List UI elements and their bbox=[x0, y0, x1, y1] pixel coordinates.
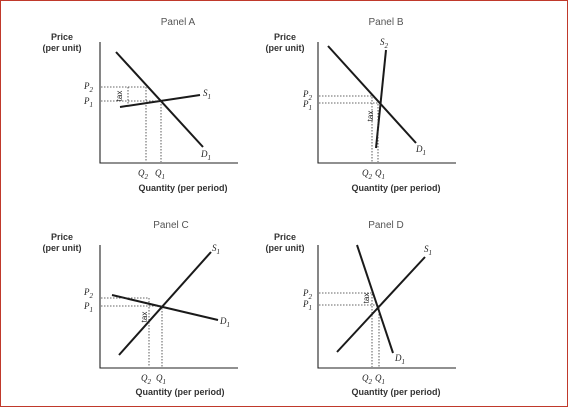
panel-c-per-unit-label: (per unit) bbox=[43, 243, 82, 253]
panel-a-demand-label: D1 bbox=[200, 149, 211, 162]
panel-d-q2-label: Q2 bbox=[362, 373, 373, 386]
panel-b-demand-curve bbox=[327, 45, 417, 144]
panel-a-quantity-label: Quantity (per period) bbox=[138, 183, 227, 193]
panel-a-p1-guide bbox=[101, 100, 162, 162]
panel-c-demand-label: D1 bbox=[219, 316, 230, 329]
panel-a-supply-label: S1 bbox=[203, 88, 211, 101]
panel-b-q2-label: Q2 bbox=[362, 168, 373, 181]
panel-a-per-unit-label: (per unit) bbox=[43, 43, 82, 53]
panel-d-per-unit-label: (per unit) bbox=[266, 243, 305, 253]
panel-b-supply-label: S2 bbox=[380, 37, 389, 50]
panel-b-p2-guide bbox=[319, 95, 373, 162]
panel-d-p1-guide bbox=[319, 304, 380, 367]
panel-c-p1-guide bbox=[101, 305, 163, 367]
panel-b-p1-label: P1 bbox=[302, 99, 312, 112]
panel-c-demand-curve bbox=[111, 294, 219, 321]
panel-c-p1-label: P1 bbox=[83, 301, 93, 314]
panel-c-q1-label: Q1 bbox=[156, 373, 166, 386]
panel-c-p2-guide bbox=[101, 297, 150, 367]
panel-c-supply-label: S1 bbox=[212, 243, 220, 256]
panel-b-price-label: Price bbox=[274, 32, 296, 42]
panel-b-quantity-label: Quantity (per period) bbox=[351, 183, 440, 193]
panel-a-q1-label: Q1 bbox=[155, 168, 165, 181]
panel-b-demand-label: D1 bbox=[415, 144, 426, 157]
panel-d-tax-label: tax bbox=[362, 293, 371, 304]
panel-c-title: Panel C bbox=[153, 220, 189, 231]
panel-d-demand-label: D1 bbox=[394, 353, 405, 366]
panel-a-title: Panel A bbox=[161, 17, 196, 28]
panel-d-price-label: Price bbox=[274, 232, 296, 242]
panel-b-per-unit-label: (per unit) bbox=[266, 43, 305, 53]
panel-b-axes bbox=[317, 42, 456, 164]
panel-d: Panel D Price (per unit) tax P2 P1 S1 D1… bbox=[266, 220, 456, 397]
panel-b-q1-label: Q1 bbox=[375, 168, 385, 181]
panel-a-q2-label: Q2 bbox=[138, 168, 149, 181]
panel-d-q1-label: Q1 bbox=[375, 373, 385, 386]
panel-a: Panel A Price (per unit) tax P2 P1 S1 D1… bbox=[43, 17, 238, 193]
panel-c-price-label: Price bbox=[51, 232, 73, 242]
panel-d-supply-label: S1 bbox=[424, 244, 432, 257]
panel-d-supply-curve bbox=[336, 256, 426, 353]
panel-a-p2-guide bbox=[101, 86, 147, 162]
panel-d-quantity-label: Quantity (per period) bbox=[351, 387, 440, 397]
panel-c-q2-label: Q2 bbox=[141, 373, 152, 386]
panel-d-p2-guide bbox=[319, 292, 373, 367]
panel-a-p1-label: P1 bbox=[83, 96, 93, 109]
panel-c-supply-curve bbox=[118, 251, 212, 356]
panel-a-demand-curve bbox=[115, 51, 204, 148]
panel-a-p2-label: P2 bbox=[83, 81, 94, 94]
panel-a-axes bbox=[99, 42, 238, 164]
panel-d-p2-label: P2 bbox=[302, 288, 313, 301]
panel-c-p2-label: P2 bbox=[83, 287, 94, 300]
panel-b-tax-label: tax bbox=[366, 111, 375, 122]
panel-c-axes bbox=[99, 245, 238, 369]
panel-b-title: Panel B bbox=[368, 17, 403, 28]
panel-c-tax-label: tax bbox=[140, 312, 149, 323]
panel-c-quantity-label: Quantity (per period) bbox=[135, 387, 224, 397]
panel-d-p1-label: P1 bbox=[302, 299, 312, 312]
panel-d-axes bbox=[317, 245, 456, 369]
panel-a-supply-curve bbox=[119, 94, 201, 108]
panel-a-tax-label: tax bbox=[115, 91, 124, 102]
panel-b: Panel B Price (per unit) tax P2 P1 S2 D1… bbox=[266, 17, 456, 193]
panel-b-p2-label: P2 bbox=[302, 89, 313, 102]
panel-d-demand-curve bbox=[356, 244, 394, 354]
panel-c: Panel C Price (per unit) tax P2 P1 S1 D1… bbox=[43, 220, 238, 397]
panel-a-price-label: Price bbox=[51, 32, 73, 42]
panel-d-title: Panel D bbox=[368, 220, 404, 231]
